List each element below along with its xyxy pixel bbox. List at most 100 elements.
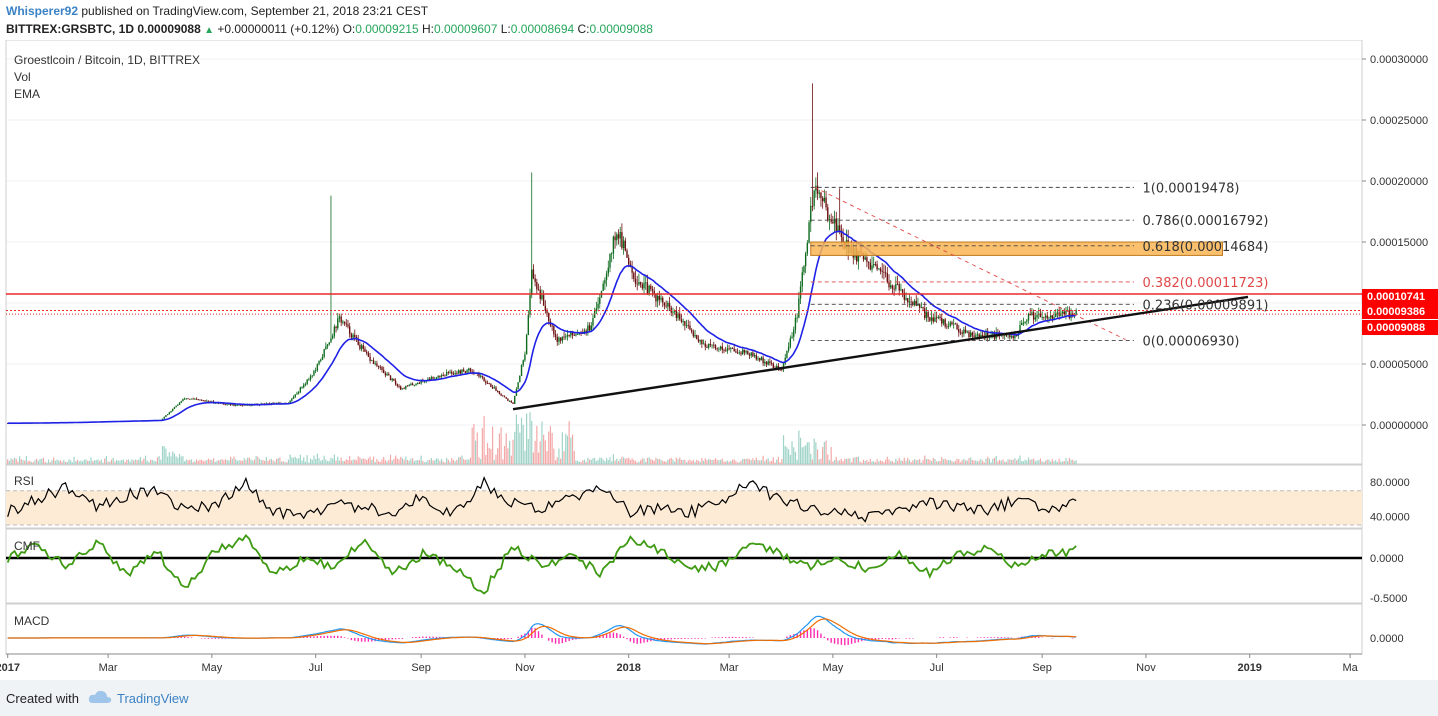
volume-bar [532,452,535,464]
volume-bar [963,458,965,464]
volume-bar [168,452,170,464]
fib-level-label: 0.618(0.00014684) [1143,240,1269,255]
volume-bar [378,461,380,464]
chart-canvas[interactable]: 0.00030000 0.00025000 0.00020000 0.00015000… [0,40,1438,680]
tradingview-link[interactable]: TradingView [117,691,189,706]
candle-body [428,378,431,381]
macd-hist-bar [609,633,611,638]
candle-body [529,295,531,315]
candle-body [481,375,484,378]
volume-bar [597,459,599,464]
volume-bar [427,460,429,464]
volume-bar [1044,460,1047,464]
candle-body [932,317,934,322]
macd-hist-bar [347,638,349,639]
volume-bar [269,459,271,464]
volume-bar [694,461,696,464]
volume-bar [675,457,677,464]
candle-body [879,268,882,272]
volume-bar [393,458,395,464]
candle-body [599,297,601,304]
volume-bar [170,456,172,464]
candle-body [456,373,458,374]
volume-bar [485,455,487,464]
candle-body [365,351,368,354]
volume-bar [429,459,431,464]
candle-body [947,325,950,327]
volume-bar [218,460,220,464]
macd-hist-bar [313,636,315,638]
volume-bar [338,460,341,464]
volume-bar [536,425,538,464]
candle-body [299,387,302,392]
volume-bar [98,461,101,464]
candle-body [874,264,877,265]
candle-body [864,257,866,260]
volume-bar [915,460,917,464]
volume-bar [315,458,317,464]
macd-hist-bar [496,638,499,640]
macd-hist-bar [690,638,693,639]
volume-bar [514,431,516,464]
volume-bar [976,461,979,464]
volume-bar [657,459,659,464]
volume-bar [1019,455,1021,464]
volume-bar [238,460,240,464]
macd-hist-bar [731,636,734,638]
candle-body [900,289,902,291]
volume-bar [204,460,206,464]
candle-body [769,361,771,364]
support-trendline [512,295,1249,411]
volume-bar [803,446,805,464]
legend-vol[interactable]: Vol [14,70,31,84]
volume-bar [954,460,956,464]
volume-bar [1009,459,1011,464]
volume-bar [316,453,318,464]
volume-bar [605,458,608,464]
macd-hist-bar [884,638,887,639]
volume-bar [175,456,177,464]
macd-hist-bar [527,630,530,638]
candle-body [165,415,167,417]
volume-bar [326,461,329,464]
volume-bar [791,441,793,464]
macd-hist-bar [942,637,945,638]
macd-title[interactable]: MACD [14,614,50,628]
candle-body [551,325,553,327]
volume-bar [869,459,871,464]
candle-body [297,391,300,394]
volume-bar [452,459,455,464]
volume-bar [22,459,24,464]
candle-body [656,295,659,302]
rsi-title[interactable]: RSI [14,474,34,488]
legend-ema[interactable]: EMA [14,87,40,101]
volume-bar [774,462,776,464]
volume-bar [726,460,728,464]
candle-body [810,205,812,223]
candle-body [602,283,604,291]
candle-body [641,284,644,289]
macd-hist-bar [949,637,951,638]
publisher-username[interactable]: Whisperer92 [6,4,79,18]
cmf-title[interactable]: CMF [14,539,40,553]
candle-body [502,395,504,397]
volume-bar [548,431,550,464]
volume-bar [512,439,514,464]
created-with-label: Created with [6,691,79,706]
volume-bar [708,459,710,464]
time-tick-label: Sep [1032,662,1052,674]
macd-hist-bar [568,638,570,641]
volume-bar [862,459,865,464]
candle-body [857,251,860,262]
macd-hist-bar [207,638,210,639]
volume-bar [1058,458,1060,464]
candle-body [941,317,943,324]
volume-bar [835,456,837,464]
volume-bar [663,461,666,464]
volume-bar [908,459,911,464]
volume-bar [1004,461,1006,464]
macd-hist-bar [612,632,615,638]
volume-bar [332,458,334,464]
candle-body [590,325,592,331]
volume-bar [92,461,94,464]
